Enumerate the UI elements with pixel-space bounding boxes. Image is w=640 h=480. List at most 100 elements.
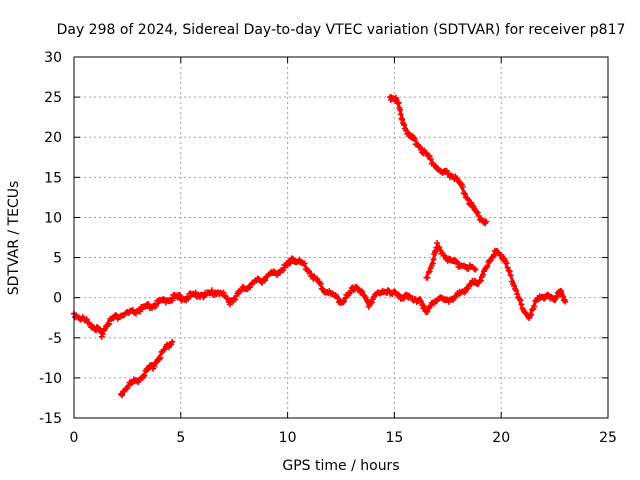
data-point: [465, 285, 472, 292]
data-point: [480, 271, 487, 278]
x-tick-label: 0: [70, 430, 79, 446]
data-point: [507, 272, 514, 279]
data-point: [112, 311, 119, 318]
data-point: [395, 291, 402, 298]
data-point: [83, 316, 90, 323]
x-tick-label: 5: [176, 430, 185, 446]
data-point: [504, 264, 511, 271]
data-point: [472, 266, 479, 273]
data-point: [136, 307, 143, 314]
y-tick-label: -5: [48, 331, 62, 347]
data-point: [334, 295, 341, 302]
x-tick-label: 10: [279, 430, 297, 446]
data-point: [562, 298, 569, 305]
data-point: [200, 294, 207, 301]
data-point: [417, 297, 424, 304]
data-point: [518, 301, 525, 308]
y-tick-labels: -15 -10 -5 0 5 10 15 20 25 30: [39, 50, 62, 427]
data-point: [531, 303, 538, 310]
data-point: [125, 382, 132, 389]
y-tick-label: 30: [44, 50, 62, 66]
data-point: [459, 183, 466, 190]
data-point: [220, 289, 227, 296]
y-tick-label: 10: [44, 210, 62, 226]
data-point: [169, 297, 176, 304]
data-point: [401, 121, 408, 128]
data-point: [176, 292, 183, 299]
data-point: [359, 288, 366, 295]
data-point: [128, 380, 135, 387]
data-point: [137, 308, 144, 315]
data-point: [505, 267, 512, 274]
data-point: [514, 291, 521, 298]
data-point: [424, 308, 431, 315]
data-point: [503, 260, 510, 267]
data-point: [151, 363, 158, 370]
data-point: [434, 240, 441, 247]
data-point: [384, 287, 391, 294]
data-point: [301, 260, 308, 267]
y-tick-label: 5: [53, 251, 62, 267]
data-point: [184, 294, 191, 301]
x-tick-label: 15: [385, 430, 403, 446]
data-point: [511, 282, 518, 289]
data-point: [395, 99, 402, 106]
grid-lines: [74, 57, 608, 418]
data-point: [443, 167, 450, 174]
data-point: [313, 275, 320, 282]
data-point: [454, 258, 461, 265]
data-point: [484, 263, 491, 270]
data-point: [488, 255, 495, 262]
data-points: [71, 94, 569, 399]
data-point: [119, 392, 126, 399]
data-point: [99, 330, 106, 337]
data-point: [483, 218, 490, 225]
y-tick-label: 15: [44, 170, 62, 186]
data-point: [506, 268, 513, 275]
data-point: [513, 287, 520, 294]
data-point: [153, 302, 160, 309]
data-point: [185, 295, 192, 302]
x-axis-label: GPS time / hours: [282, 458, 399, 474]
data-point: [425, 305, 432, 312]
y-tick-label: 0: [53, 291, 62, 307]
data-point: [169, 338, 176, 345]
data-point: [280, 267, 287, 273]
y-axis-label: SDTVAR / TECUs: [6, 181, 22, 296]
data-point: [461, 190, 468, 197]
data-point: [106, 320, 113, 327]
y-tick-label: 20: [44, 130, 62, 146]
data-point: [421, 303, 428, 310]
data-point: [426, 268, 433, 275]
data-point: [527, 312, 534, 319]
data-point: [224, 295, 231, 302]
data-point: [465, 196, 472, 203]
data-point: [430, 256, 437, 263]
data-point: [352, 283, 359, 290]
data-point: [411, 135, 418, 142]
data-point: [477, 277, 484, 284]
plot-frame: [73, 56, 609, 419]
data-point: [341, 298, 348, 305]
data-point: [418, 298, 425, 305]
series-line: [72, 248, 567, 336]
data-point: [317, 280, 324, 287]
data-point: [105, 321, 112, 328]
data-point: [528, 311, 535, 318]
data-point: [364, 298, 371, 305]
data-point: [517, 297, 524, 304]
data-point: [368, 299, 375, 306]
chart-title: Day 298 of 2024, Sidereal Day-to-day VTE…: [57, 22, 626, 38]
y-tick-label: -15: [39, 411, 62, 427]
series-track-main: [72, 248, 567, 336]
x-tick-labels: 0 5 10 15 20 25: [70, 430, 617, 446]
data-point: [529, 306, 536, 313]
data-point: [422, 149, 429, 156]
data-point: [425, 269, 432, 276]
data-point: [141, 372, 148, 379]
data-point: [232, 296, 239, 303]
x-tick-label: 20: [492, 430, 510, 446]
data-point: [436, 244, 443, 251]
data-point: [157, 354, 164, 361]
data-point: [226, 301, 233, 308]
